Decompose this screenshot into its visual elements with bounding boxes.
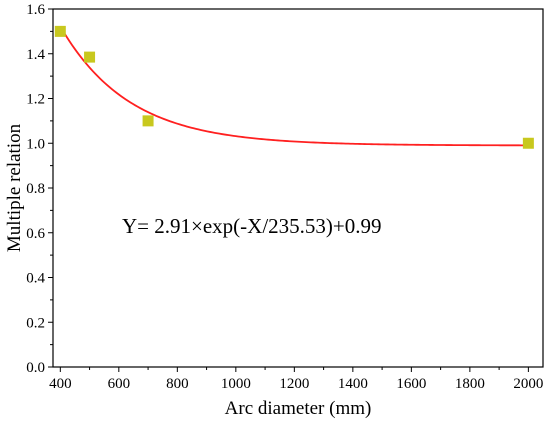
x-tick-label: 400	[49, 376, 72, 392]
y-tick-label: 0.0	[26, 360, 45, 376]
y-tick-label: 1.2	[26, 92, 45, 108]
x-tick-label: 2000	[513, 376, 543, 392]
x-tick-label: 1000	[221, 376, 251, 392]
data-point	[54, 25, 66, 37]
y-tick-label: 1.6	[26, 2, 45, 18]
y-axis-title: Multiple relation	[4, 123, 25, 252]
y-tick-label: 1.4	[26, 47, 45, 63]
x-tick-label: 1800	[455, 376, 485, 392]
data-points	[54, 25, 534, 149]
x-tick-label: 1400	[338, 376, 368, 392]
y-tick-label: 0.2	[26, 315, 45, 331]
data-point	[522, 137, 534, 149]
plot-frame	[52, 8, 544, 368]
y-tick-label: 0.4	[26, 271, 45, 287]
y-tick-label: 0.6	[26, 226, 45, 242]
fit-equation: Y= 2.91×exp(-X/235.53)+0.99	[122, 214, 382, 238]
x-axis: 400 600 800 1000 1200 1400 1600 1800 2000	[49, 367, 543, 392]
x-tick-label: 1200	[279, 376, 309, 392]
y-tick-label: 1.0	[26, 136, 45, 152]
data-point	[84, 51, 96, 63]
fit-curve	[59, 25, 529, 147]
x-axis-title: Arc diameter (mm)	[225, 398, 372, 419]
data-point	[142, 115, 154, 127]
y-axis: 0.0 0.2 0.4 0.6 0.8 1.0 1.2 1.4 1.6	[26, 2, 53, 376]
x-tick-label: 1600	[396, 376, 426, 392]
y-tick-label: 0.8	[26, 181, 45, 197]
x-tick-label: 800	[166, 376, 189, 392]
x-tick-label: 600	[108, 376, 131, 392]
